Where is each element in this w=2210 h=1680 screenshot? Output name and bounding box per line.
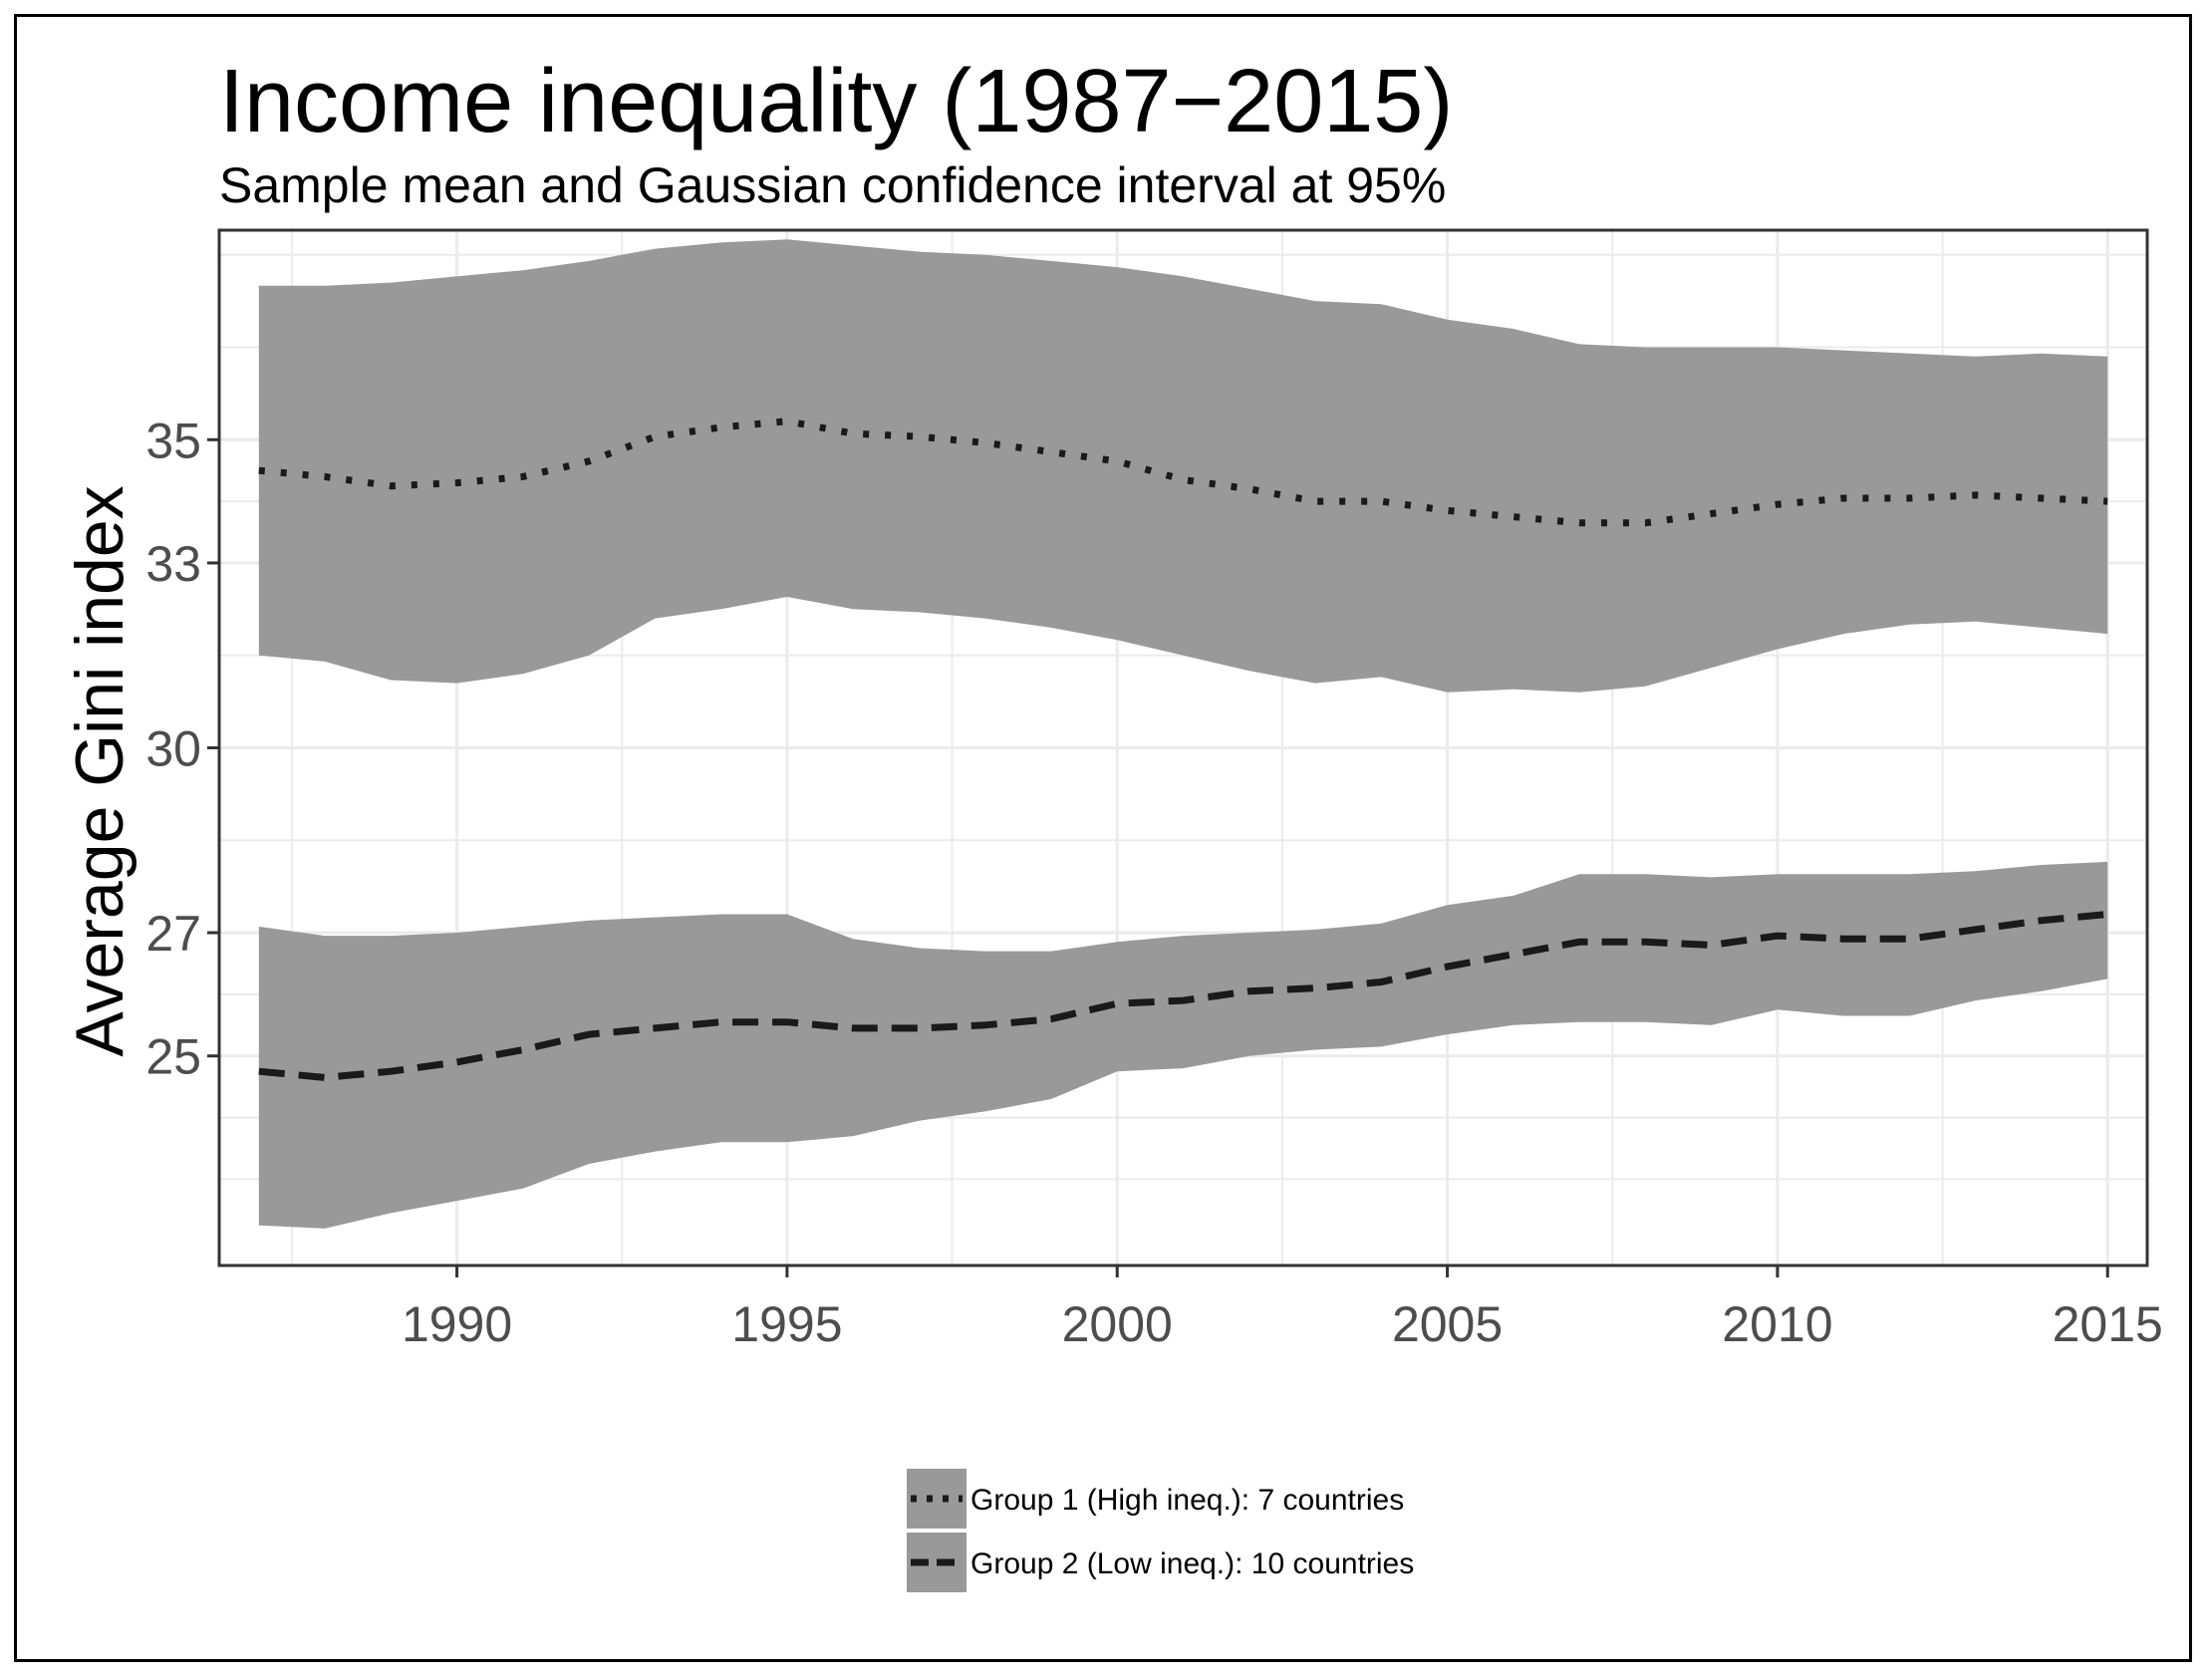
legend-label-group-1: Group 1 (High ineq.): 7 countries: [970, 1484, 1404, 1517]
mean-line-group-1: [258, 418, 2108, 527]
x-tick-label: 2000: [1062, 1296, 1173, 1352]
confidence-ribbon-group-1: [258, 239, 2108, 693]
x-tick-label: 2005: [1392, 1296, 1503, 1352]
x-tick-label: 1990: [402, 1296, 512, 1352]
y-axis-label: Average Gini index: [62, 485, 138, 1056]
legend: Group 1 (High ineq.): 7 countries Group 2…: [907, 1469, 1414, 1592]
confidence-ribbon-group-2: [258, 861, 2108, 1229]
y-axis: 25 27 30 33 35: [145, 413, 219, 1085]
mean-line-group-2: [258, 911, 2108, 1081]
mean-lines: [258, 418, 2108, 1081]
x-tick-label: 2015: [2053, 1296, 2163, 1352]
chart-subtitle: Sample mean and Gaussian confidence inte…: [219, 157, 1446, 213]
legend-label-group-2: Group 2 (Low ineq.): 10 countries: [970, 1547, 1414, 1580]
confidence-ribbons: [258, 239, 2108, 1229]
x-tick-label: 1995: [731, 1296, 842, 1352]
y-tick-label: 33: [145, 536, 201, 592]
chart-title: Income inequality (1987−2015): [219, 52, 1453, 151]
y-tick-label: 35: [145, 413, 201, 468]
x-axis: 1990 1995 2000 2005 2010 2015: [402, 1265, 2163, 1352]
x-tick-label: 2010: [1722, 1296, 1832, 1352]
y-tick-label: 25: [145, 1029, 201, 1085]
y-tick-label: 27: [145, 906, 201, 962]
y-tick-label: 30: [145, 721, 201, 777]
